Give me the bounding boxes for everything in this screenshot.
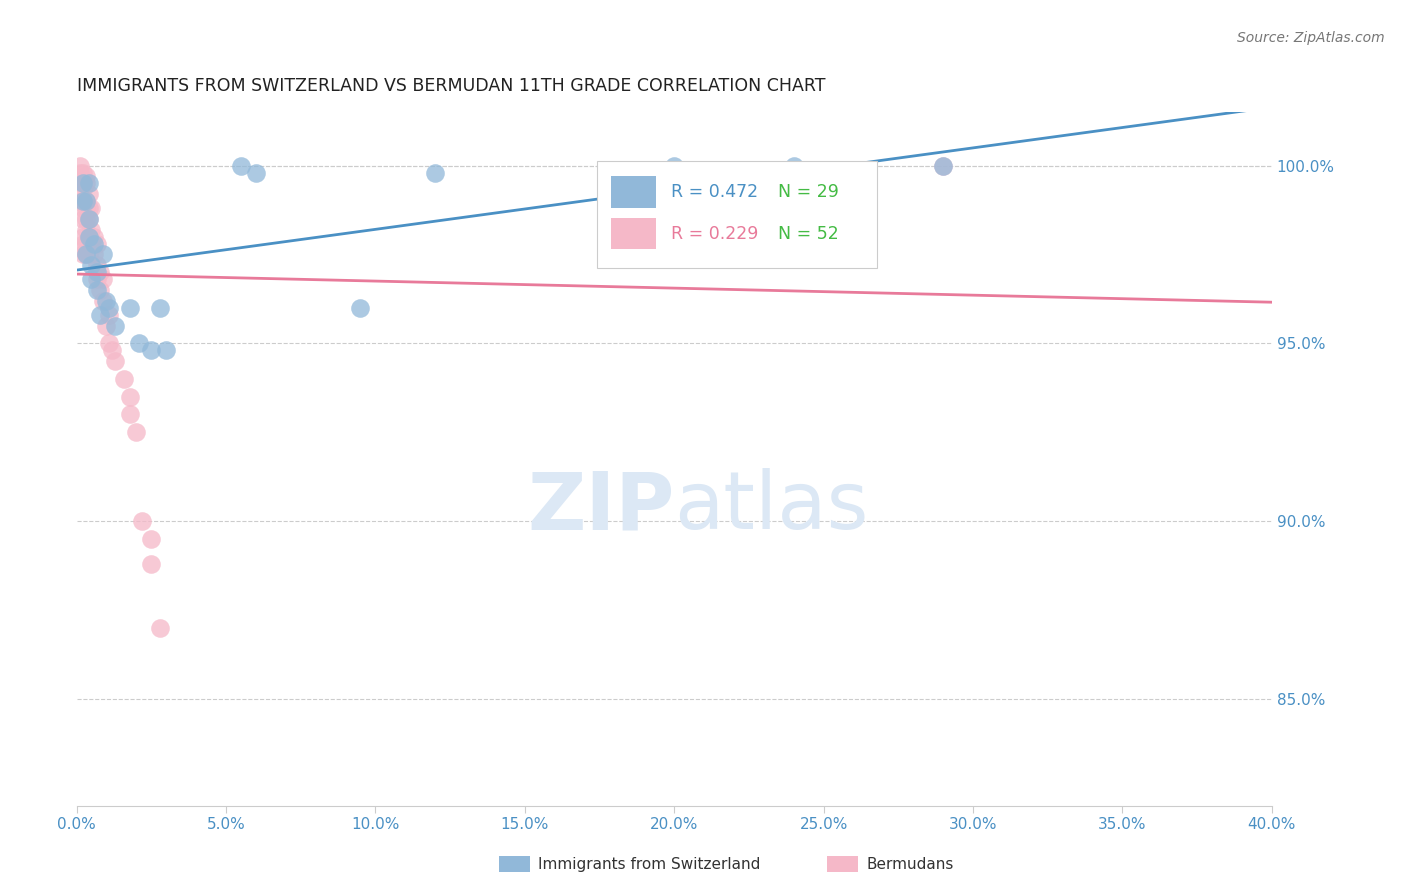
Point <box>89 265 111 279</box>
Point <box>101 343 124 358</box>
Point <box>72 166 94 180</box>
Point <box>149 301 172 315</box>
Point <box>72 201 94 215</box>
Point <box>75 194 97 209</box>
Point <box>75 247 97 261</box>
Point <box>664 159 686 173</box>
Point <box>104 354 127 368</box>
Point <box>80 222 103 236</box>
Point <box>86 265 108 279</box>
Point <box>69 166 91 180</box>
Text: Bermudans: Bermudans <box>866 857 953 871</box>
Point <box>120 408 142 422</box>
Point <box>80 272 103 286</box>
Point <box>75 211 97 226</box>
Point <box>425 166 447 180</box>
Point <box>98 308 121 322</box>
Point <box>72 177 94 191</box>
Point <box>83 236 105 251</box>
Point <box>86 236 108 251</box>
Point <box>89 308 111 322</box>
Point <box>155 343 177 358</box>
Point <box>86 272 108 286</box>
Point <box>77 211 100 226</box>
Point <box>104 318 127 333</box>
Point <box>75 201 97 215</box>
Point <box>80 201 103 215</box>
Point <box>932 159 955 173</box>
Text: R = 0.472: R = 0.472 <box>671 183 758 201</box>
Point <box>93 272 115 286</box>
Point <box>75 194 97 209</box>
Point <box>77 187 100 202</box>
Point <box>86 283 108 297</box>
Point <box>69 194 91 209</box>
Point <box>96 318 118 333</box>
Point <box>141 343 163 358</box>
Text: N = 29: N = 29 <box>779 183 839 201</box>
Point <box>80 236 103 251</box>
Point <box>77 201 100 215</box>
Point <box>98 301 121 315</box>
Point <box>349 301 371 315</box>
Point <box>75 177 97 191</box>
Point <box>83 229 105 244</box>
FancyBboxPatch shape <box>610 177 657 208</box>
Point <box>932 159 955 173</box>
Point <box>783 159 806 173</box>
Point <box>72 247 94 261</box>
FancyBboxPatch shape <box>596 161 877 268</box>
Point <box>245 166 267 180</box>
Point <box>72 194 94 209</box>
Text: Immigrants from Switzerland: Immigrants from Switzerland <box>538 857 761 871</box>
Point <box>69 159 91 173</box>
Point <box>112 372 135 386</box>
Point <box>128 336 150 351</box>
Point <box>72 229 94 244</box>
Text: R = 0.229: R = 0.229 <box>671 225 758 243</box>
Point <box>93 247 115 261</box>
Point <box>75 169 97 184</box>
Point <box>72 173 94 187</box>
Text: N = 52: N = 52 <box>779 225 839 243</box>
Point <box>229 159 252 173</box>
FancyBboxPatch shape <box>610 218 657 249</box>
Point <box>75 247 97 261</box>
Point <box>125 425 148 440</box>
Point <box>98 336 121 351</box>
Point <box>83 247 105 261</box>
Point <box>75 222 97 236</box>
Point <box>80 258 103 272</box>
Point <box>75 236 97 251</box>
Point <box>72 194 94 209</box>
Point <box>96 293 118 308</box>
Text: atlas: atlas <box>675 468 869 547</box>
Point <box>131 514 153 528</box>
Point <box>141 532 163 546</box>
Point <box>120 301 142 315</box>
Text: Source: ZipAtlas.com: Source: ZipAtlas.com <box>1237 31 1385 45</box>
Point <box>77 229 100 244</box>
Point <box>72 184 94 198</box>
Point <box>77 247 100 261</box>
Point <box>69 177 91 191</box>
Point <box>141 557 163 571</box>
Point <box>72 236 94 251</box>
Point <box>86 258 108 272</box>
Point <box>149 621 172 635</box>
Text: ZIP: ZIP <box>527 468 675 547</box>
Point <box>77 229 100 244</box>
Point <box>93 293 115 308</box>
Point <box>120 390 142 404</box>
Point <box>72 211 94 226</box>
Point <box>77 211 100 226</box>
Text: IMMIGRANTS FROM SWITZERLAND VS BERMUDAN 11TH GRADE CORRELATION CHART: IMMIGRANTS FROM SWITZERLAND VS BERMUDAN … <box>76 78 825 95</box>
Point <box>89 283 111 297</box>
Point <box>77 177 100 191</box>
